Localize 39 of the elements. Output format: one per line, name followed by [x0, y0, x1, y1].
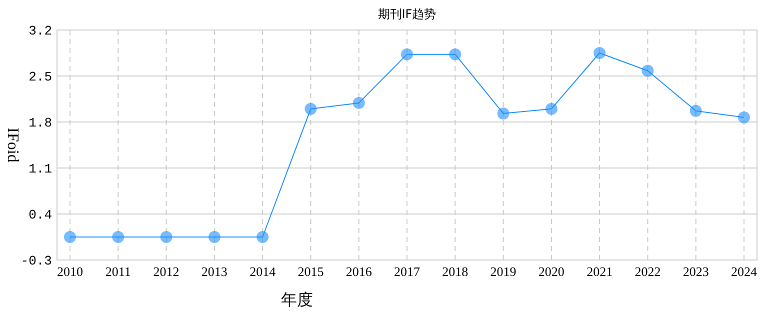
x-tick-label: 2012	[153, 264, 180, 279]
point	[352, 96, 365, 109]
y-tick-label: 2.5	[28, 70, 52, 85]
x-tick-label: 2010	[57, 264, 83, 279]
x-tick-label: 2018	[442, 264, 468, 279]
point	[401, 48, 413, 60]
y-tick-label: 3.2	[28, 24, 52, 39]
point	[304, 102, 317, 115]
x-axis-title: 年度	[281, 290, 313, 309]
x-tick-label: 2020	[538, 264, 564, 279]
x-tick-label: 2019	[490, 264, 516, 279]
x-tick-label: 2017	[394, 264, 420, 279]
point	[208, 231, 220, 243]
point	[449, 48, 462, 60]
x-tick-label: 2016	[346, 264, 372, 279]
point	[256, 231, 269, 243]
point	[642, 64, 654, 77]
x-tick-label: 2021	[586, 264, 613, 279]
point	[545, 102, 558, 115]
point	[64, 231, 76, 243]
y-axis-title: IFoid	[4, 128, 21, 162]
x-tick-label: 2014	[250, 264, 276, 279]
point	[497, 107, 510, 120]
y-tick-label: 0.4	[28, 208, 52, 223]
x-tick-label: 2024	[731, 264, 758, 279]
x-tick-label: 2023	[682, 264, 709, 279]
point	[594, 47, 606, 59]
point	[160, 231, 172, 243]
x-tick-label: 2011	[105, 264, 131, 279]
x-tick-label: 2022	[634, 264, 661, 279]
chart-title: 期刊IF趋势	[378, 7, 436, 21]
x-tick-label: 2015	[298, 264, 324, 279]
point	[690, 104, 702, 117]
point	[112, 231, 124, 243]
y-tick-label: -0.3	[20, 254, 52, 269]
y-tick-label: 1.8	[28, 116, 52, 131]
point	[738, 111, 750, 124]
y-tick-label: 1.1	[28, 162, 52, 177]
x-tick-label: 2013	[201, 264, 228, 279]
